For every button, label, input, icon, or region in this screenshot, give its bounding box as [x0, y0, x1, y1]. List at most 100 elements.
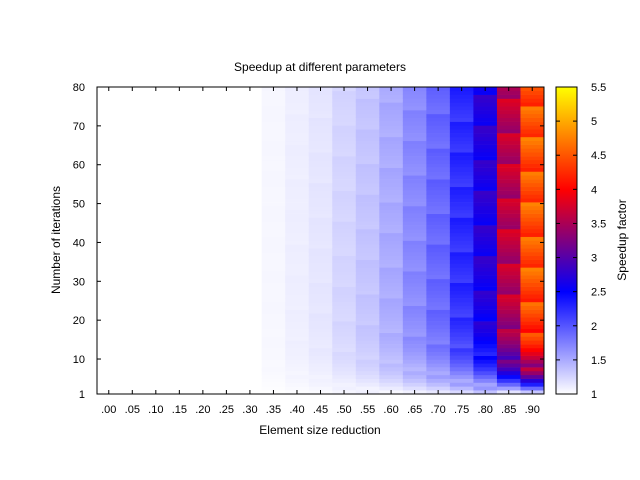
heatmap-cell — [355, 228, 380, 234]
heatmap-cell — [379, 347, 404, 353]
heatmap-cell — [308, 117, 333, 122]
heatmap-cell — [473, 259, 498, 264]
heatmap-cell — [496, 328, 521, 333]
heatmap-cell — [285, 98, 310, 103]
heatmap-cell — [449, 301, 474, 307]
heatmap-cell — [379, 171, 404, 176]
heatmap-cell — [402, 336, 427, 341]
heatmap-cell — [473, 255, 498, 260]
heatmap-cell — [473, 324, 498, 330]
heatmap-cell — [308, 336, 333, 341]
heatmap-cell — [449, 167, 474, 172]
heatmap-cell — [426, 163, 451, 168]
heatmap-cell — [473, 244, 498, 249]
heatmap-cell — [308, 148, 333, 153]
heatmap-cell — [261, 209, 286, 214]
heatmap-cell — [332, 102, 357, 107]
x-tick-label: .30 — [242, 404, 257, 416]
heatmap-cell — [426, 351, 451, 356]
heatmap-cell — [426, 148, 451, 153]
heatmap-cell — [355, 140, 380, 145]
heatmap-cell — [426, 232, 451, 237]
heatmap-cell — [426, 140, 451, 145]
heatmap-cell — [261, 148, 286, 153]
heatmap-cell — [402, 202, 427, 207]
heatmap-cell — [355, 159, 380, 165]
heatmap-cell — [473, 182, 498, 188]
heatmap-cell — [285, 282, 310, 287]
heatmap-cell — [261, 271, 286, 276]
heatmap-cell — [426, 317, 451, 322]
heatmap-cell — [308, 182, 333, 188]
heatmap-cell — [261, 332, 286, 337]
heatmap-cell — [449, 236, 474, 241]
heatmap-cell — [520, 113, 545, 118]
heatmap-cell — [449, 171, 474, 176]
y-tick-label: 1 — [79, 389, 85, 401]
heatmap-cell — [379, 190, 404, 195]
heatmap-cell — [402, 121, 427, 126]
heatmap-cell — [261, 102, 286, 107]
heatmap-cell — [449, 179, 474, 184]
heatmap-cell — [308, 309, 333, 314]
heatmap-cell — [261, 98, 286, 103]
heatmap-cell — [379, 129, 404, 134]
heatmap-cell — [379, 179, 404, 184]
heatmap-cell — [332, 148, 357, 153]
heatmap-cell — [520, 152, 545, 157]
heatmap-cell — [473, 309, 498, 314]
heatmap-cell — [308, 129, 333, 134]
y-tick-label: 70 — [73, 121, 85, 133]
heatmap-cell — [261, 275, 286, 280]
heatmap-cell — [332, 290, 357, 295]
heatmap-cell — [449, 152, 474, 157]
heatmap-cell — [402, 175, 427, 180]
heatmap-cell — [308, 271, 333, 276]
heatmap-cell — [285, 275, 310, 280]
heatmap-cell — [402, 244, 427, 249]
heatmap-cell — [332, 286, 357, 291]
heatmap-cell — [426, 156, 451, 161]
heatmap-cell — [261, 386, 286, 391]
heatmap-cell — [379, 90, 404, 95]
heatmap-cell — [355, 324, 380, 330]
heatmap-cell — [355, 125, 380, 130]
heatmap-cell — [332, 340, 357, 345]
heatmap-cell — [496, 367, 521, 372]
heatmap-cell — [449, 194, 474, 199]
heatmap-cell — [426, 136, 451, 142]
heatmap-cell — [379, 290, 404, 295]
heatmap-cell — [426, 290, 451, 295]
heatmap-cell — [520, 332, 545, 337]
heatmap-cell — [308, 321, 333, 326]
heatmap-cell — [520, 248, 545, 253]
heatmap-cell — [426, 294, 451, 299]
heatmap-cell — [261, 205, 286, 211]
heatmap-cell — [402, 367, 427, 372]
heatmap-cell — [426, 94, 451, 99]
heatmap-cell — [261, 309, 286, 314]
heatmap-cell — [261, 252, 286, 257]
heatmap-cell — [402, 317, 427, 322]
heatmap-cell — [520, 175, 545, 180]
heatmap-cell — [379, 236, 404, 241]
heatmap-cell — [473, 332, 498, 337]
x-tick-label: .25 — [219, 404, 234, 416]
x-tick-label: .45 — [313, 404, 328, 416]
heatmap-cell — [426, 240, 451, 245]
heatmap-cell — [379, 355, 404, 360]
heatmap-cell — [496, 90, 521, 95]
heatmap-cell — [496, 159, 521, 165]
heatmap-cell — [496, 129, 521, 134]
heatmap-cell — [379, 298, 404, 303]
heatmap-cell — [496, 332, 521, 337]
heatmap-cell — [449, 225, 474, 230]
heatmap-cell — [261, 140, 286, 145]
heatmap-cell — [261, 190, 286, 195]
heatmap-cell — [449, 248, 474, 253]
heatmap-cell — [473, 374, 498, 379]
heatmap-cell — [402, 332, 427, 337]
heatmap-cell — [449, 263, 474, 268]
heatmap-cell — [308, 213, 333, 218]
heatmap-cell — [496, 321, 521, 326]
